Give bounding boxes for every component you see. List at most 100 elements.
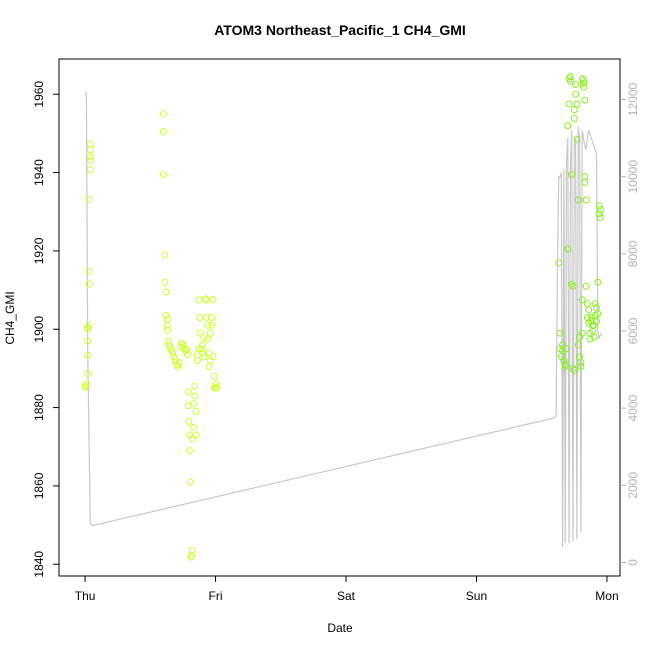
data-point (593, 317, 600, 325)
data-point (84, 323, 92, 331)
y-tick-label: 1880 (32, 394, 46, 421)
y2-tick-label: 10000 (626, 160, 640, 194)
data-point (159, 128, 167, 135)
y-tick-label: 1900 (32, 316, 46, 343)
data-point (570, 115, 578, 122)
data-point (563, 345, 570, 353)
data-point (192, 431, 200, 439)
data-point (84, 352, 92, 359)
data-point (174, 363, 182, 370)
chart-title: ATOM3 Northeast_Pacific_1 CH4_GMI (214, 22, 466, 38)
data-point (205, 349, 213, 357)
data-point (85, 280, 93, 288)
data-point (84, 370, 92, 377)
data-point (583, 300, 591, 308)
data-point (193, 357, 201, 365)
data-point (559, 341, 567, 349)
data-point (581, 173, 589, 180)
data-point (208, 314, 216, 321)
data-point (561, 363, 569, 370)
data-point (189, 400, 197, 408)
data-point (161, 278, 169, 286)
y-axis-label: CH4_GMI (3, 291, 17, 344)
data-point (84, 325, 92, 333)
data-point (184, 351, 191, 359)
data-point (568, 280, 576, 288)
altitude-line (84, 91, 603, 548)
data-point (162, 288, 170, 296)
x-tick-label: Mon (595, 589, 618, 603)
data-point (580, 79, 587, 87)
data-point (185, 417, 193, 425)
data-point (572, 90, 580, 98)
data-point (590, 333, 598, 341)
y2-tick-label: 6000 (626, 317, 640, 344)
data-point (86, 156, 94, 164)
x-tick-label: Thu (75, 589, 96, 603)
data-point (595, 210, 603, 218)
data-point (171, 357, 179, 365)
altitude-layer (84, 91, 603, 548)
y2-tick-label: 4000 (626, 394, 640, 421)
data-point (195, 296, 203, 304)
x-axis: Thu Fri Sat Sun Mon (75, 576, 619, 603)
data-point (580, 77, 587, 84)
data-point (163, 321, 171, 329)
data-point (86, 153, 94, 161)
data-point (578, 329, 586, 337)
data-point (564, 245, 572, 253)
data-point (594, 310, 602, 318)
data-point (580, 83, 587, 91)
data-point (596, 206, 604, 214)
data-point (86, 146, 94, 154)
y-tick-label: 1960 (32, 81, 46, 108)
data-point (188, 547, 196, 554)
data-point (578, 296, 586, 304)
data-point (208, 321, 216, 329)
data-point (202, 296, 210, 304)
data-point (570, 106, 578, 114)
data-point (188, 435, 196, 443)
data-point (578, 75, 586, 83)
data-point (186, 447, 193, 455)
data-point (205, 363, 213, 370)
data-point (183, 346, 191, 354)
y2-tick-label: 8000 (626, 240, 640, 267)
x-tick-label: Sun (466, 589, 487, 603)
data-point (568, 171, 576, 178)
data-point (191, 382, 199, 390)
plot-frame (58, 58, 621, 577)
y-tick-label: 1940 (32, 159, 46, 186)
data-point (577, 359, 585, 366)
data-point (577, 363, 585, 370)
data-point (202, 314, 210, 321)
data-point (184, 388, 192, 396)
data-point (573, 135, 581, 143)
data-point (206, 329, 214, 337)
data-point (179, 341, 187, 349)
data-point (200, 333, 208, 341)
y2-tick-label: 0 (626, 559, 640, 566)
y-axis-right: 0 2000 4000 6000 8000 10000 12000 (620, 83, 640, 566)
data-point (187, 552, 195, 560)
data-point (581, 96, 589, 104)
y-tick-label: 1920 (32, 237, 46, 264)
data-point (574, 196, 582, 204)
points-layer (81, 73, 604, 561)
data-point (204, 335, 212, 343)
data-point (201, 295, 209, 303)
x-axis-label: Date (327, 621, 353, 635)
data-point (566, 77, 574, 85)
data-point (81, 382, 89, 390)
data-point (556, 329, 564, 337)
x-tick-label: Fri (209, 589, 223, 603)
data-point (572, 81, 580, 88)
data-point (197, 345, 205, 353)
data-point (192, 408, 200, 415)
data-point (210, 372, 218, 380)
data-point (594, 278, 602, 286)
data-point (573, 100, 581, 108)
data-point (570, 366, 578, 374)
data-point (169, 349, 176, 357)
